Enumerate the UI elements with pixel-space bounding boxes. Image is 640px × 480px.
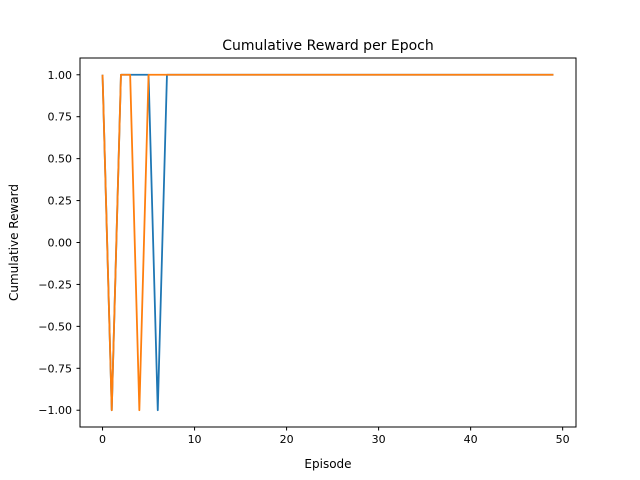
x-tick-label: 20 (280, 433, 294, 446)
x-tick-label: 30 (372, 433, 386, 446)
y-tick-label: 1.00 (48, 69, 73, 82)
y-tick-label: −0.50 (38, 320, 72, 333)
y-tick-label: −1.00 (38, 404, 72, 417)
chart-title: Cumulative Reward per Epoch (222, 38, 434, 54)
y-tick-label: 0.00 (48, 237, 73, 250)
y-axis-label: Cumulative Reward (7, 184, 21, 301)
y-tick-label: −0.75 (38, 362, 72, 375)
y-tick-label: 0.25 (48, 195, 73, 208)
series-line-1 (101, 73, 554, 412)
x-tick-label: 0 (99, 433, 106, 446)
x-tick-label: 10 (188, 433, 202, 446)
x-tick-label: 50 (556, 433, 570, 446)
y-axis-ticks: −1.00 −0.75 −0.50 −0.25 0.00 0.25 0.50 0.75 1.00 (38, 69, 80, 417)
x-axis-label: Episode (304, 457, 351, 471)
series-line-2 (101, 73, 554, 412)
series-layer (101, 73, 554, 412)
x-tick-label: 40 (464, 433, 478, 446)
y-tick-label: −0.25 (38, 278, 72, 291)
y-tick-label: 0.75 (48, 111, 73, 124)
y-tick-label: 0.50 (48, 153, 73, 166)
x-axis-ticks: 0 10 20 30 40 50 (99, 427, 570, 446)
plot-frame (79, 57, 577, 428)
